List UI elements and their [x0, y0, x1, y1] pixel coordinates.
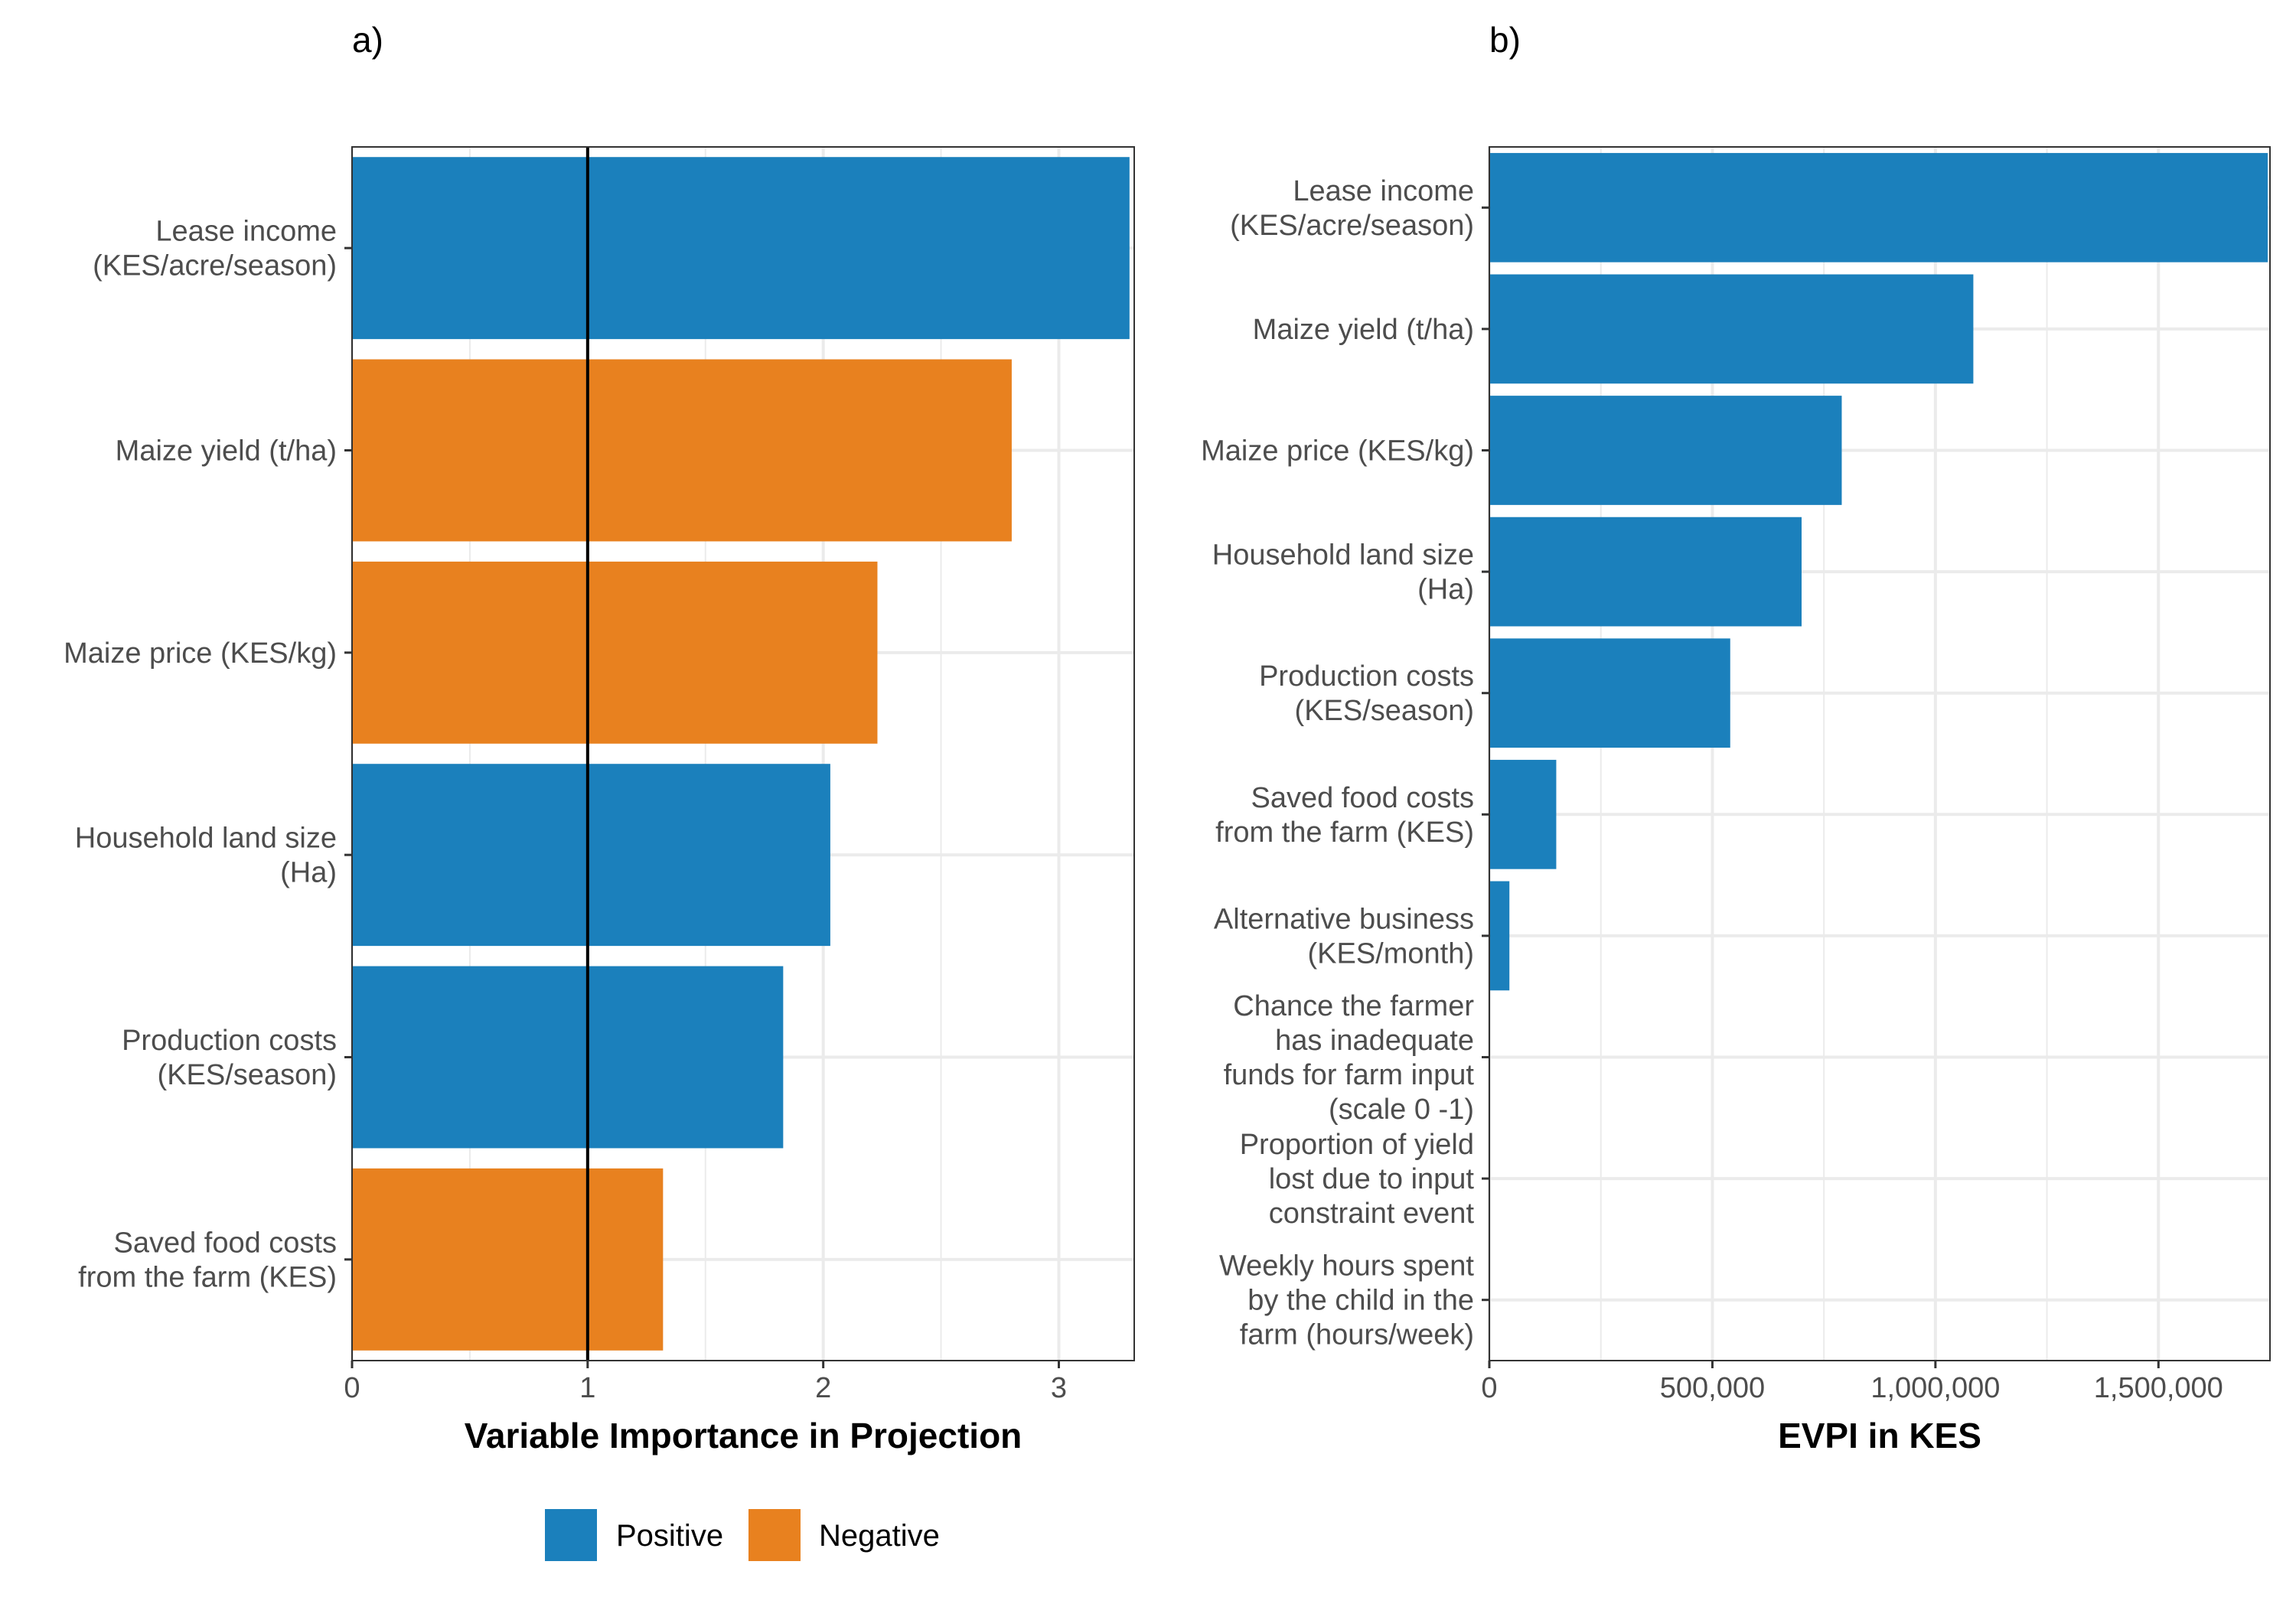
y-tick-label-proportion-of-yield-lost-due-to-input-co: Proportion of yield lost due to input cons… — [1240, 1129, 1475, 1230]
x-tick-label: 2 — [815, 1372, 831, 1404]
y-tick-label-production-costs-kes-season: Production costs (KES/season) — [1259, 660, 1474, 727]
y-tick-label-household-land-size-ha: Household land size (Ha) — [1212, 539, 1474, 606]
bar-lease-income-kes-acre-season — [1489, 152, 2268, 262]
y-tick-label-maize-yield-t-ha: Maize yield (t/ha) — [1253, 314, 1474, 346]
x-tick-label: 0 — [344, 1372, 360, 1404]
bar-saved-food-costs-from-the-farm-kes — [352, 1168, 664, 1351]
panel-a: a) Lease income (KES/acre/season) Maize yie… — [64, 20, 1135, 1455]
bar-alternative-business-kes-month — [1489, 881, 1510, 991]
panel-border — [351, 146, 1135, 1361]
y-tick-label-weekly-hours-spent-by-the-child-in-the-f: Weekly hours spent by the child in the far… — [1219, 1250, 1474, 1351]
legend-swatch-negative — [748, 1509, 801, 1561]
x-tick-label: 3 — [1051, 1372, 1067, 1404]
x-tick-label: 1 — [579, 1372, 595, 1404]
panel-label: b) — [1489, 20, 1521, 60]
legend: Positive Negative — [545, 1509, 940, 1561]
y-tick-label-saved-food-costs-from-the-farm-kes: Saved food costs from the farm (KES) — [1215, 782, 1474, 849]
x-axis-title: EVPI in KES — [1778, 1416, 1981, 1455]
x-axis-title: Variable Importance in Projection — [465, 1416, 1022, 1455]
bar-maize-yield-t-ha — [352, 359, 1012, 542]
bar-production-costs-kes-season — [352, 966, 784, 1149]
y-tick-label-lease-income-kes-acre-season: Lease income (KES/acre/season) — [93, 216, 337, 282]
panel-label: a) — [352, 20, 383, 60]
panel-b: b) Lease income (KES/acre/season) Maize yie… — [1201, 20, 2271, 1455]
y-tick-label-maize-price-kes-kg: Maize price (KES/kg) — [64, 637, 337, 670]
y-tick-label-lease-income-kes-acre-season: Lease income (KES/acre/season) — [1230, 175, 1474, 242]
y-tick-label-chance-the-farmer-has-inadequate-funds-f: Chance the farmer has inadequate funds for… — [1224, 990, 1475, 1126]
panel-border — [1489, 146, 2271, 1361]
bar-saved-food-costs-from-the-farm-kes — [1489, 759, 1557, 869]
bar-lease-income-kes-acre-season — [352, 157, 1130, 340]
x-tick-label: 0 — [1481, 1372, 1497, 1404]
x-tick-label: 500,000 — [1660, 1372, 1765, 1404]
x-tick-label: 1,500,000 — [2094, 1372, 2223, 1404]
y-tick-label-alternative-business-kes-month: Alternative business (KES/month) — [1214, 903, 1474, 970]
bar-household-land-size-ha — [1489, 517, 1802, 627]
legend-swatch-positive — [545, 1509, 597, 1561]
y-tick-label-saved-food-costs-from-the-farm-kes: Saved food costs from the farm (KES) — [78, 1227, 337, 1293]
y-tick-label-household-land-size-ha: Household land size (Ha) — [75, 823, 337, 889]
legend-label-negative: Negative — [819, 1519, 940, 1553]
y-tick-label-production-costs-kes-season: Production costs (KES/season) — [122, 1025, 337, 1091]
y-tick-label-maize-price-kes-kg: Maize price (KES/kg) — [1201, 435, 1474, 468]
legend-label-positive: Positive — [616, 1519, 723, 1553]
x-tick-label: 1,000,000 — [1870, 1372, 2000, 1404]
bar-maize-yield-t-ha — [1489, 274, 1974, 384]
bar-maize-price-kes-kg — [352, 561, 878, 744]
bar-maize-price-kes-kg — [1489, 396, 1842, 505]
bar-household-land-size-ha — [352, 764, 830, 947]
bar-production-costs-kes-season — [1489, 638, 1730, 748]
y-tick-label-maize-yield-t-ha: Maize yield (t/ha) — [116, 435, 337, 468]
